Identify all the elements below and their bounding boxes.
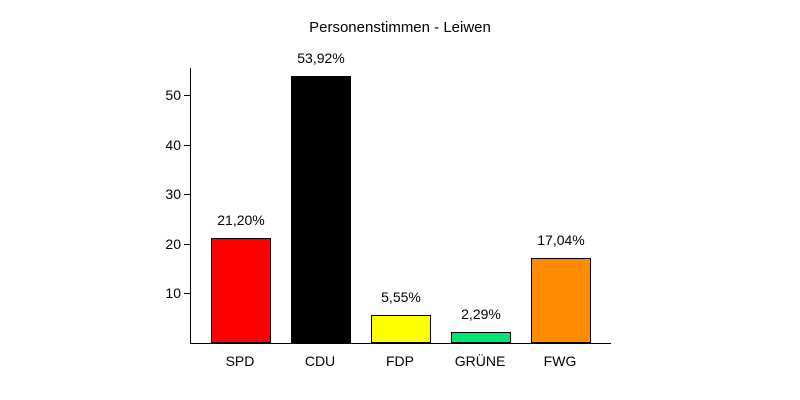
bar-cdu <box>291 76 351 343</box>
value-label-grüne: 2,29% <box>461 306 501 322</box>
y-tick-label: 20 <box>165 236 181 252</box>
y-tick-mark <box>184 145 191 146</box>
y-tick-label: 30 <box>165 186 181 202</box>
bar-spd <box>211 238 271 343</box>
value-label-fwg: 17,04% <box>537 232 585 248</box>
category-label-cdu: CDU <box>304 353 336 369</box>
y-tick-mark <box>184 293 191 294</box>
y-tick-label: 40 <box>165 137 181 153</box>
y-tick-label: 10 <box>165 285 181 301</box>
category-label-fdp: FDP <box>386 353 414 369</box>
bar-fdp <box>371 315 431 343</box>
value-label-cdu: 53,92% <box>297 50 345 66</box>
value-label-fdp: 5,55% <box>381 289 421 305</box>
bar-fwg <box>531 258 591 343</box>
category-label-grüne: GRÜNE <box>454 353 506 369</box>
bar-grüne <box>451 332 511 343</box>
chart-title: Personenstimmen - Leiwen <box>309 19 491 36</box>
category-label-spd: SPD <box>225 353 255 369</box>
y-tick-mark <box>184 244 191 245</box>
value-label-spd: 21,20% <box>217 212 265 228</box>
y-tick-mark <box>184 194 191 195</box>
y-tick-label: 50 <box>165 87 181 103</box>
y-tick-mark <box>184 95 191 96</box>
plot-area: 10 20 30 40 50 21,20% 53,92% 5,55% 2,29% 17,04% <box>165 51 611 344</box>
category-label-fwg: FWG <box>543 353 577 369</box>
